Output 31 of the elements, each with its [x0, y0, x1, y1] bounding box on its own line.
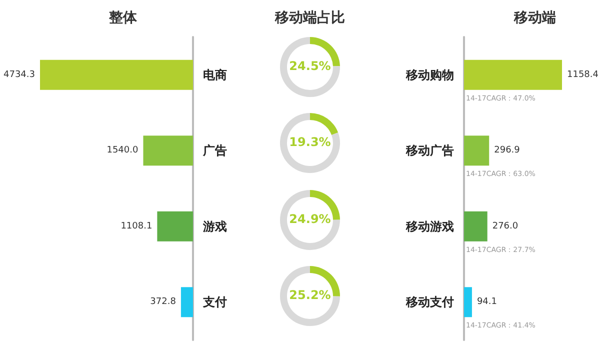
y-tick-label: 移动广告: [405, 144, 454, 158]
bar: [157, 211, 193, 242]
data-label: 372.8: [150, 297, 176, 308]
bar: [143, 136, 193, 166]
bar: [464, 211, 488, 242]
chart-title: 整体: [108, 10, 138, 26]
bar: [464, 287, 472, 318]
data-label: 1540.0: [106, 146, 138, 156]
data-label: 24.9%: [289, 212, 331, 226]
y-tick-label: 广告: [202, 144, 227, 158]
y-tick-label: 移动游戏: [405, 219, 454, 234]
chart-title: 移动端: [513, 10, 556, 26]
y-tick-label: 游戏: [202, 219, 227, 234]
data-label: 4734.3: [4, 70, 35, 80]
y-tick-label: 移动支付: [405, 295, 454, 310]
data-label: 94.1: [476, 297, 498, 308]
data-label: 19.3%: [289, 135, 331, 149]
data-label: 1108.1: [120, 221, 152, 232]
data-label: 1158.4: [567, 70, 599, 80]
y-tick-label: 电商: [203, 68, 227, 82]
chart-title: 移动端占比: [274, 10, 345, 26]
bar: [464, 136, 490, 166]
bar: [40, 60, 193, 90]
y-tick-label: 移动购物: [405, 68, 454, 82]
bar: [464, 60, 562, 90]
bar: [180, 287, 193, 318]
y-tick-label: 支付: [202, 295, 227, 310]
data-label: 24.5%: [289, 59, 331, 73]
data-label: 296.9: [494, 146, 520, 156]
data-label: 276.0: [492, 221, 518, 232]
data-label: 25.2%: [289, 288, 331, 302]
